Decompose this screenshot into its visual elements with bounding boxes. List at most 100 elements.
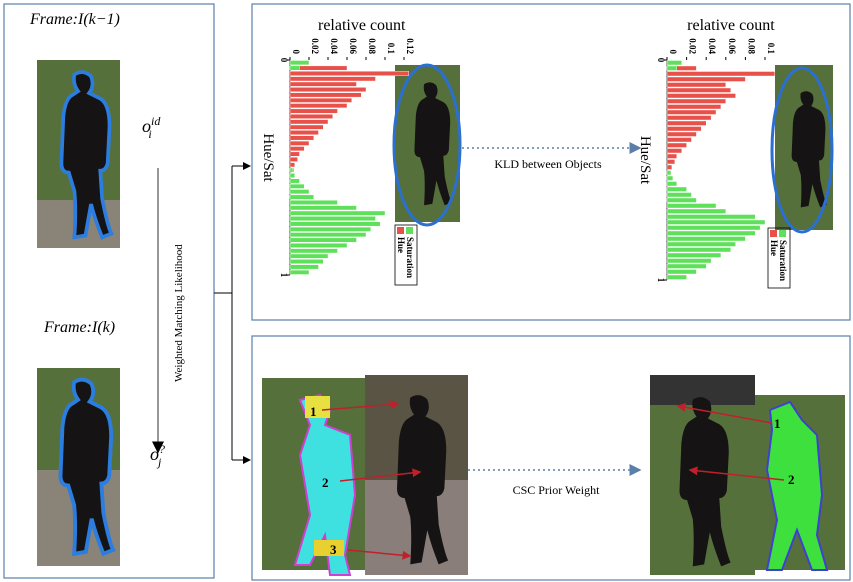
bar [667,226,760,231]
bar [290,259,323,263]
segment [314,540,344,556]
bar [667,182,677,187]
bar [290,265,319,269]
bar [667,204,716,209]
x-tick-label: 0.06 [727,38,737,54]
bar [290,82,357,86]
frame-word: Frame [43,319,87,336]
bar [290,233,366,237]
bar [667,176,673,181]
bar [290,216,376,220]
bar [290,87,366,91]
bar [667,215,755,220]
bar [667,160,675,165]
bar [290,243,347,247]
region-label: 3 [330,542,337,557]
bar [290,136,314,140]
bar [290,104,347,108]
segment [305,396,330,418]
x-tick-label: 0.08 [367,38,377,54]
bar [290,98,352,102]
bar [667,132,696,137]
bar [667,121,706,126]
bar [667,198,696,203]
bar [290,184,304,188]
bar [667,248,731,253]
x-tick-label: 0.02 [310,38,320,54]
bar [667,99,726,104]
bar [290,195,314,199]
legend-label: Saturation [405,237,415,278]
region-label: 1 [310,404,317,419]
y-tick-label: 1 [279,273,289,278]
axis-title: relative count [318,17,406,34]
legend-swatch [397,227,404,234]
link-label: Weighted Matching Likelihood [173,244,185,382]
bar [290,71,409,75]
bar [290,238,357,242]
bar [667,237,745,242]
bar [667,270,696,275]
region-label: 1 [774,416,781,431]
object-sup: ? [159,442,165,456]
bar [667,88,731,93]
x-tick-label: 0.04 [329,38,339,54]
bar [290,120,328,124]
bar [290,152,300,156]
frame-word: Frame [29,11,73,28]
bar [667,138,692,143]
bar [290,130,319,134]
bar [667,209,726,214]
object-sup: id [151,114,161,128]
bar [667,259,711,264]
x-tick-label: 0 [291,50,301,55]
region-label: 2 [322,475,329,490]
bar [667,242,736,247]
legend-swatch [779,230,786,237]
bar [667,165,672,170]
frame-expr: :I(k−1) [73,11,120,28]
legend-swatch [406,227,413,234]
figure: Frame:I(k−1) oidi Weighted Matching Like… [0,0,853,582]
bar [290,200,338,204]
bar [290,179,300,183]
bar [667,264,706,269]
x-tick-label: 0.1 [386,43,396,55]
bar [290,141,309,145]
x-tick-label: 0.08 [746,38,756,54]
bar [290,249,338,253]
bar [290,125,323,129]
bar [290,163,295,167]
bar [290,77,376,81]
bar [667,143,687,148]
bar [667,116,711,121]
frame-expr: :I(k) [87,319,115,336]
bar [667,231,755,236]
region-label: 2 [788,472,795,487]
bar [667,94,736,99]
bar [667,105,721,110]
bar [290,270,309,274]
bar [290,61,309,65]
bar [290,190,309,194]
y-axis-label: Hue/Sat [637,136,653,185]
bar [290,173,295,177]
legend-swatch [770,230,777,237]
bar [290,227,371,231]
bar [290,147,304,151]
bar [667,154,677,159]
bar [667,253,721,258]
frame-label: Frame:I(k) [43,319,115,336]
axis-title: relative count [687,17,775,34]
legend-label: Hue [396,237,406,253]
bar [667,72,775,77]
bar [667,275,687,280]
bar [667,66,677,71]
bar [290,157,298,161]
csc-label: CSC Prior Weight [513,483,600,497]
legend-label: Hue [769,240,779,256]
object-label: o?j [150,442,165,469]
bar [667,171,671,176]
x-tick-label: 0.06 [348,38,358,54]
